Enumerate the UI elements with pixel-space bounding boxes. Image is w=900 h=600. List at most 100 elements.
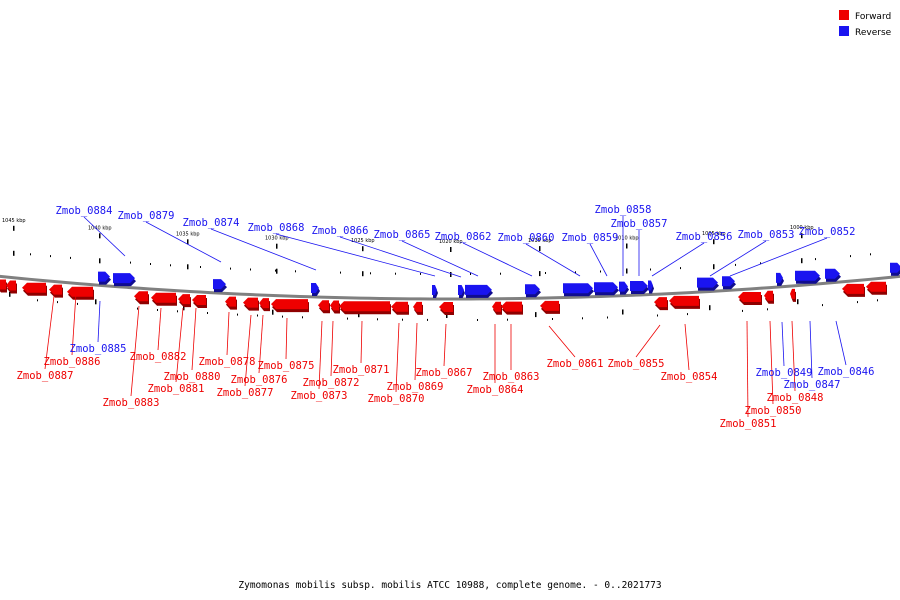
leader-line (244, 314, 252, 387)
leader-line (709, 240, 767, 277)
gene-labels: Zmob_0884 Zmob_0879 Zmob_0874 Zmob_0868 Zmob… (17, 204, 875, 430)
minor-tick (230, 267, 231, 270)
major-tick-mark (801, 233, 803, 239)
gene-arrow (654, 297, 667, 308)
minor-tick (200, 266, 201, 268)
gene-label-zmob-0874: Zmob_0874 (183, 217, 240, 229)
gene-label-zmob-0854: Zmob_0854 (661, 371, 718, 383)
gene-arrow (318, 300, 329, 311)
minor-tick (470, 273, 471, 275)
minor-tick (275, 269, 276, 272)
leader-line (191, 307, 197, 371)
major-tick-mark (276, 243, 278, 249)
gene-label-zmob-0881: Zmob_0881 (148, 383, 205, 395)
minor-tick (177, 310, 178, 313)
gene-arrow (630, 281, 648, 291)
leader-line (835, 320, 847, 366)
minor-tick (402, 318, 403, 321)
leader-line (360, 320, 363, 364)
minor-tick (815, 258, 816, 261)
minor-tick (477, 319, 478, 321)
gene-label-zmob-0861: Zmob_0861 (547, 358, 604, 370)
gene-arrow (492, 301, 501, 312)
minor-tick (137, 307, 138, 310)
major-tick-mark (276, 268, 278, 274)
major-tick-mark (362, 246, 364, 252)
minor-tick (302, 316, 303, 319)
gene-arrow (790, 288, 795, 299)
leader-line (275, 233, 436, 277)
scale-tick-label: 1010 kbp (615, 236, 639, 242)
major-tick-mark (801, 258, 803, 264)
major-tick-mark (622, 309, 624, 315)
gene-arrow (738, 292, 761, 302)
gene-label-zmob-0884: Zmob_0884 (56, 205, 113, 217)
major-tick-mark (626, 268, 628, 274)
leader-line (258, 314, 264, 374)
gene-arrow (98, 271, 110, 282)
major-tick-mark (450, 247, 452, 252)
minor-tick (607, 316, 608, 319)
scale-tick-label: 1005 kbp (702, 231, 726, 237)
gene-arrow (501, 301, 522, 312)
minor-tick (37, 299, 38, 302)
major-tick-mark (95, 299, 97, 305)
gene-label-zmob-0887: Zmob_0887 (17, 370, 74, 382)
legend-reverse-label: Reverse (855, 28, 892, 38)
gene-label-zmob-0873: Zmob_0873 (291, 390, 348, 402)
leader-line (210, 228, 317, 271)
leader-line (145, 221, 222, 263)
gene-arrow (648, 280, 653, 291)
gene-arrow (465, 284, 492, 295)
gene-label-zmob-0853: Zmob_0853 (738, 229, 795, 241)
gene-label-zmob-0847: Zmob_0847 (784, 379, 841, 391)
leader-line (339, 236, 462, 278)
minor-tick (552, 318, 553, 320)
leader-line (330, 320, 334, 377)
minor-tick (250, 268, 251, 271)
gene-arrow (0, 279, 6, 290)
gene-arrow (842, 283, 864, 294)
major-ticks: 1045 kbp 1040 kbp 1035 kbp 1030 kbp 1025 kbp… (2, 218, 814, 318)
minor-tick (340, 271, 341, 274)
leader-line (157, 307, 162, 351)
gene-label-zmob-0878: Zmob_0878 (199, 356, 256, 368)
minor-tick (850, 255, 851, 258)
gene-label-zmob-0865: Zmob_0865 (374, 229, 431, 241)
gene-label-zmob-0859: Zmob_0859 (562, 232, 619, 244)
leader-line (589, 243, 608, 277)
leader-line (809, 320, 813, 379)
minor-tick (282, 315, 283, 318)
gene-label-zmob-0885: Zmob_0885 (70, 343, 127, 355)
gene-arrow (669, 295, 699, 306)
gene-arrow (439, 302, 453, 312)
major-tick-mark (713, 239, 715, 245)
major-tick-mark (13, 225, 15, 231)
leader-line (414, 322, 418, 381)
minor-tick (370, 272, 371, 275)
minor-tick (77, 302, 78, 305)
minor-tick (600, 270, 601, 273)
major-tick-mark (9, 291, 11, 297)
legend-forward-swatch (839, 10, 849, 20)
minor-tick (575, 271, 576, 274)
minor-tick (207, 312, 208, 314)
major-tick-mark (183, 305, 185, 311)
gene-arrow (213, 279, 226, 290)
gene-label-zmob-0864: Zmob_0864 (467, 384, 524, 396)
major-tick-mark (539, 271, 541, 277)
gene-label-zmob-0879: Zmob_0879 (118, 210, 175, 222)
gene-label-zmob-0886: Zmob_0886 (44, 356, 101, 368)
label-leaders (44, 216, 847, 418)
minor-tick (507, 318, 508, 321)
major-tick-mark (535, 312, 537, 318)
minor-tick (650, 268, 651, 271)
gene-label-zmob-0850: Zmob_0850 (745, 405, 802, 417)
gene-arrow (151, 292, 176, 303)
gene-label-zmob-0869: Zmob_0869 (387, 381, 444, 393)
gene-label-zmob-0863: Zmob_0863 (483, 371, 540, 383)
major-tick-mark (272, 309, 274, 315)
leader-line (175, 307, 184, 383)
gene-arrow (866, 281, 886, 292)
